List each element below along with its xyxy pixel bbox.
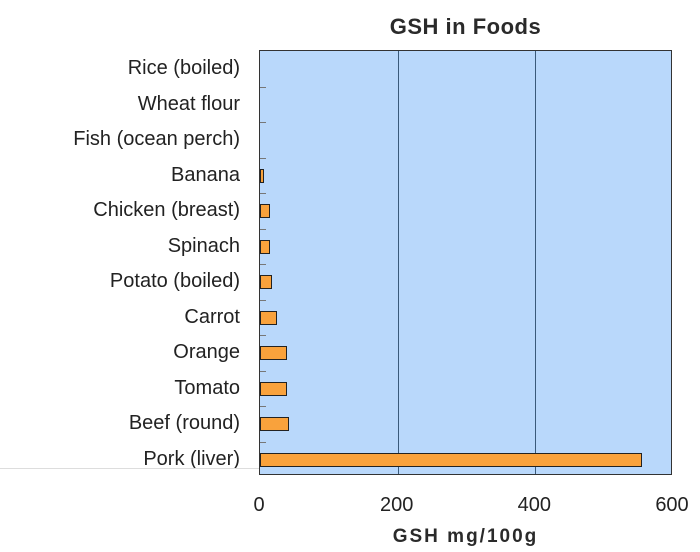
bar	[260, 239, 271, 254]
y-tick-mark	[260, 193, 266, 195]
x-tick-label: 400	[517, 494, 552, 516]
bar	[260, 168, 265, 183]
y-tick-mark	[260, 264, 266, 266]
y-category-label: Orange	[173, 341, 240, 363]
x-tick-label: 0	[253, 494, 265, 516]
y-category-label: Beef (round)	[128, 412, 240, 434]
bar	[260, 381, 287, 396]
bar	[260, 346, 287, 360]
gridline-400	[535, 51, 536, 474]
gridline-200	[398, 51, 399, 474]
y-category-label: Carrot	[184, 305, 240, 328]
y-tick-mark	[260, 406, 266, 408]
bar	[260, 204, 271, 218]
x-tick-label: 200	[379, 494, 414, 516]
x-tick-label: 600	[655, 494, 689, 516]
x-axis-label: GSH mg/100g	[392, 526, 539, 547]
y-tick-mark	[260, 299, 266, 301]
y-tick-mark	[260, 122, 266, 124]
y-tick-mark	[260, 370, 266, 372]
bar	[260, 417, 289, 431]
y-category-label: Pork (liver)	[143, 447, 240, 470]
bar	[260, 275, 272, 289]
y-category-label: Chicken (breast)	[93, 199, 240, 221]
y-category-label: Fish (ocean perch)	[73, 128, 240, 150]
y-category-label: Wheat flour	[137, 92, 240, 115]
y-category-label: Banana	[171, 163, 240, 186]
y-tick-mark	[260, 86, 266, 88]
baseline-rule	[0, 468, 259, 469]
y-category-label: Rice (boiled)	[127, 57, 240, 79]
y-tick-mark	[260, 441, 266, 443]
bar	[260, 310, 277, 325]
chart-title: GSH in Foods	[389, 14, 542, 39]
plot-area	[259, 50, 672, 475]
y-tick-mark	[260, 157, 266, 159]
y-category-label: Potato (boiled)	[109, 270, 240, 292]
y-tick-mark	[260, 228, 266, 230]
y-category-label: Spinach	[167, 234, 240, 257]
y-category-label: Tomato	[174, 376, 240, 399]
bar	[260, 452, 643, 467]
y-tick-mark	[260, 335, 266, 337]
